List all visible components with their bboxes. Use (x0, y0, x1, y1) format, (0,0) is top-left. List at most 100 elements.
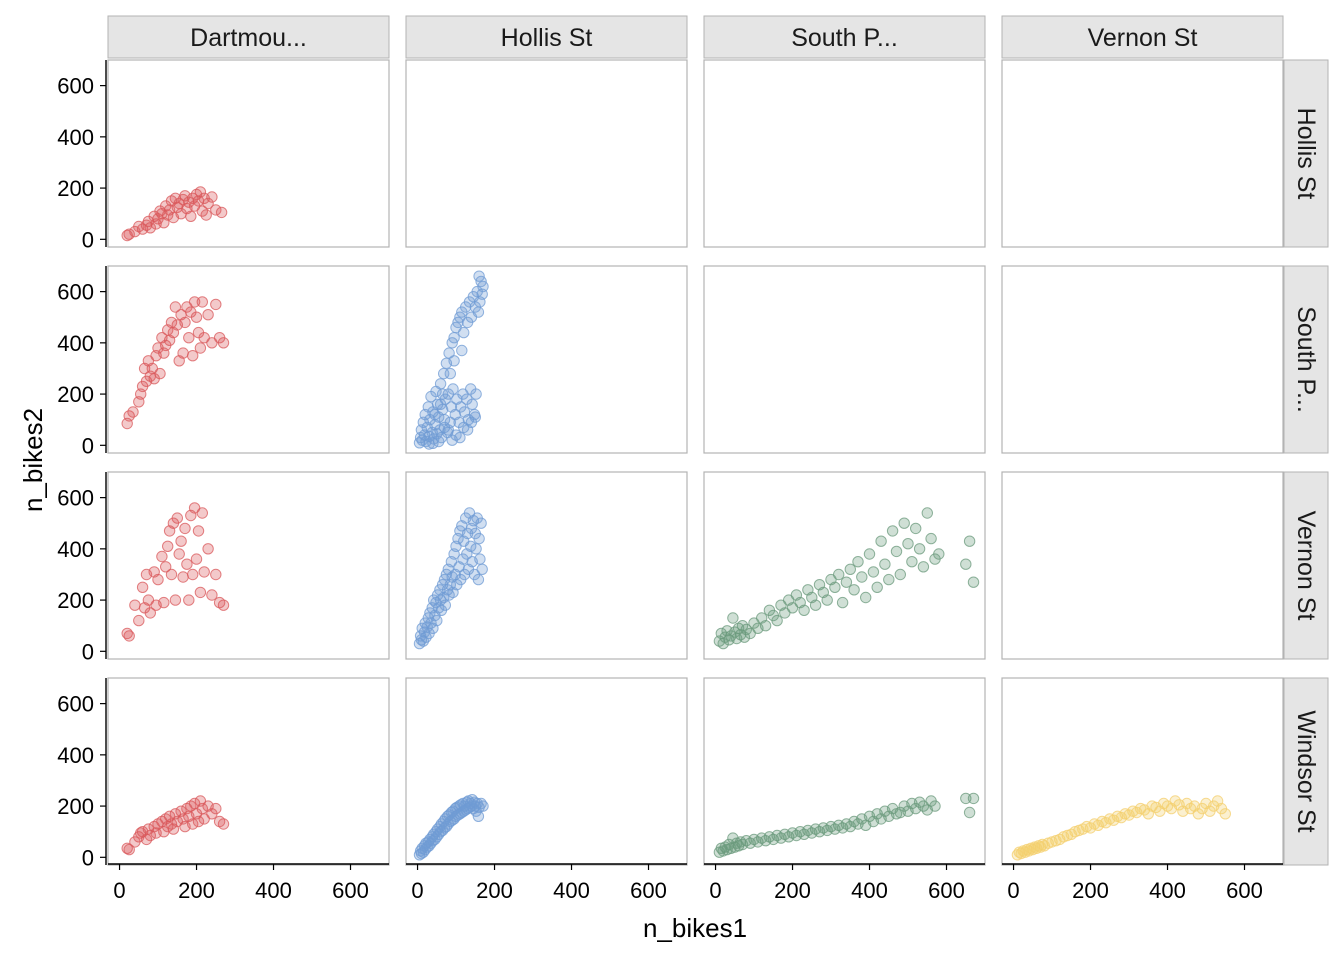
point-r2-c2-55 (898, 517, 910, 529)
point-r2-c2-52 (886, 525, 899, 537)
point-r1-c0-27 (179, 316, 191, 329)
y-tick-label-r0-2: 400 (57, 125, 94, 150)
point-r2-c0-17 (165, 568, 178, 581)
point-r3-c1-64 (477, 800, 489, 812)
point-r2-c2-58 (910, 522, 922, 535)
point-r2-c2-60 (917, 561, 930, 573)
panel-r2-c1 (405, 471, 688, 660)
point-r3-c2-62 (929, 800, 941, 812)
series-r2-c2 (713, 507, 980, 650)
point-r2-c1-63 (474, 553, 486, 565)
point-r1-c1-36 (448, 332, 460, 344)
x-tick-label-c1-3: 600 (630, 878, 667, 903)
row-strip-3 (1283, 677, 1329, 866)
point-r0-c0-37 (206, 191, 218, 203)
point-r1-c1-81 (446, 434, 458, 446)
point-r3-c0-1 (123, 843, 135, 856)
point-r1-c0-26 (177, 347, 189, 359)
point-r2-c0-20 (171, 512, 184, 524)
row-strip-label-2: Vernon St (1292, 511, 1320, 621)
point-r2-c2-7 (727, 612, 739, 624)
y-tick-label-r2-2: 400 (57, 537, 94, 562)
point-r2-c0-28 (187, 568, 199, 581)
point-r2-c0-12 (156, 550, 168, 563)
point-r2-c2-57 (906, 556, 918, 568)
y-tick-label-r0-3: 600 (57, 74, 94, 99)
point-r1-c1-35 (447, 383, 459, 395)
row-strip-2 (1283, 471, 1329, 660)
panels-layer (107, 59, 1284, 866)
point-r1-c0-33 (190, 311, 203, 323)
point-r2-c2-41 (844, 563, 856, 575)
series-r2-c1 (413, 507, 488, 650)
row-strip-label-1: South P... (1292, 306, 1320, 413)
col-strip-label-3: Vernon St (1088, 24, 1198, 52)
point-r2-c0-33 (196, 507, 209, 519)
point-r2-c2-59 (913, 543, 926, 555)
point-r2-c1-18 (431, 614, 443, 627)
point-r2-c0-19 (169, 594, 182, 606)
point-r2-c2-64 (933, 548, 945, 560)
series-r1-c1 (413, 270, 489, 450)
col-strip-0 (107, 15, 390, 59)
row-strip-label-3: Windsor St (1292, 710, 1320, 832)
x-tick-label-c1-1: 200 (476, 878, 513, 903)
point-r2-c2-66 (963, 535, 976, 547)
point-r2-c1-61 (472, 573, 485, 586)
point-r2-c0-30 (190, 553, 203, 565)
point-r3-c2-64 (963, 806, 976, 819)
x-tick-label-c0-3: 600 (332, 878, 369, 903)
point-r2-c2-38 (833, 568, 845, 581)
y-axis-title: n_bikes2 (18, 408, 48, 512)
point-r1-c1-71 (434, 398, 447, 410)
x-tick-label-c3-1: 200 (1072, 878, 1109, 903)
x-tick-label-c0-2: 400 (255, 878, 292, 903)
panel-r3-c1 (405, 677, 688, 866)
x-tick-label-c2-2: 400 (851, 878, 888, 903)
point-r2-c0-3 (133, 614, 145, 627)
point-r0-c0-7 (144, 222, 157, 234)
point-r2-c0-8 (144, 607, 157, 619)
point-r1-c0-22 (169, 301, 182, 313)
series-r1-c0 (121, 296, 230, 430)
point-r1-c0-32 (188, 296, 201, 308)
y-tick-label-r3-3: 600 (57, 692, 94, 717)
point-r0-c0-36 (202, 197, 214, 210)
point-r2-c1-62 (473, 532, 485, 545)
x-tick-label-c2-3: 600 (928, 878, 965, 903)
x-tick-label-c1-0: 0 (411, 878, 423, 903)
point-r2-c2-40 (840, 576, 853, 588)
panel-r2-c0 (107, 471, 390, 660)
point-r1-c0-2 (127, 406, 139, 418)
point-r2-c0-15 (162, 540, 174, 552)
x-tick-label-c3-0: 0 (1007, 878, 1019, 903)
panel-r1-c2 (703, 265, 986, 454)
row-strip-1 (1283, 265, 1329, 454)
y-tick-label-r2-0: 0 (82, 639, 94, 664)
point-r1-c1-55 (466, 398, 478, 410)
point-r1-c0-35 (194, 342, 207, 354)
point-r3-c0-30 (192, 815, 205, 828)
row-strip-label-0: Hollis St (1292, 108, 1320, 200)
point-r1-c0-36 (196, 296, 209, 308)
x-tick-label-c0-0: 0 (113, 878, 125, 903)
series-r0-c0 (121, 186, 228, 242)
panel-r2-c3 (1001, 471, 1284, 660)
point-r1-c0-31 (187, 350, 199, 362)
panel-r0-c2 (703, 59, 986, 248)
x-tick-label-c2-1: 200 (774, 878, 811, 903)
strips-layer: Dartmou... Hollis St South P... Vernon St Ho… (107, 15, 1329, 866)
point-r2-c0-1 (123, 630, 135, 642)
point-r2-c2-39 (836, 596, 849, 609)
point-r2-c1-59 (470, 543, 482, 555)
point-r2-c0-25 (181, 558, 193, 570)
point-r3-c2-65 (967, 792, 980, 805)
series-r2-c0 (121, 502, 230, 642)
point-r2-c0-4 (136, 581, 149, 593)
point-r2-c2-61 (921, 507, 933, 519)
point-r2-c2-62 (925, 532, 937, 545)
point-r2-c2-2 (717, 637, 729, 650)
point-r2-c2-46 (863, 548, 876, 560)
